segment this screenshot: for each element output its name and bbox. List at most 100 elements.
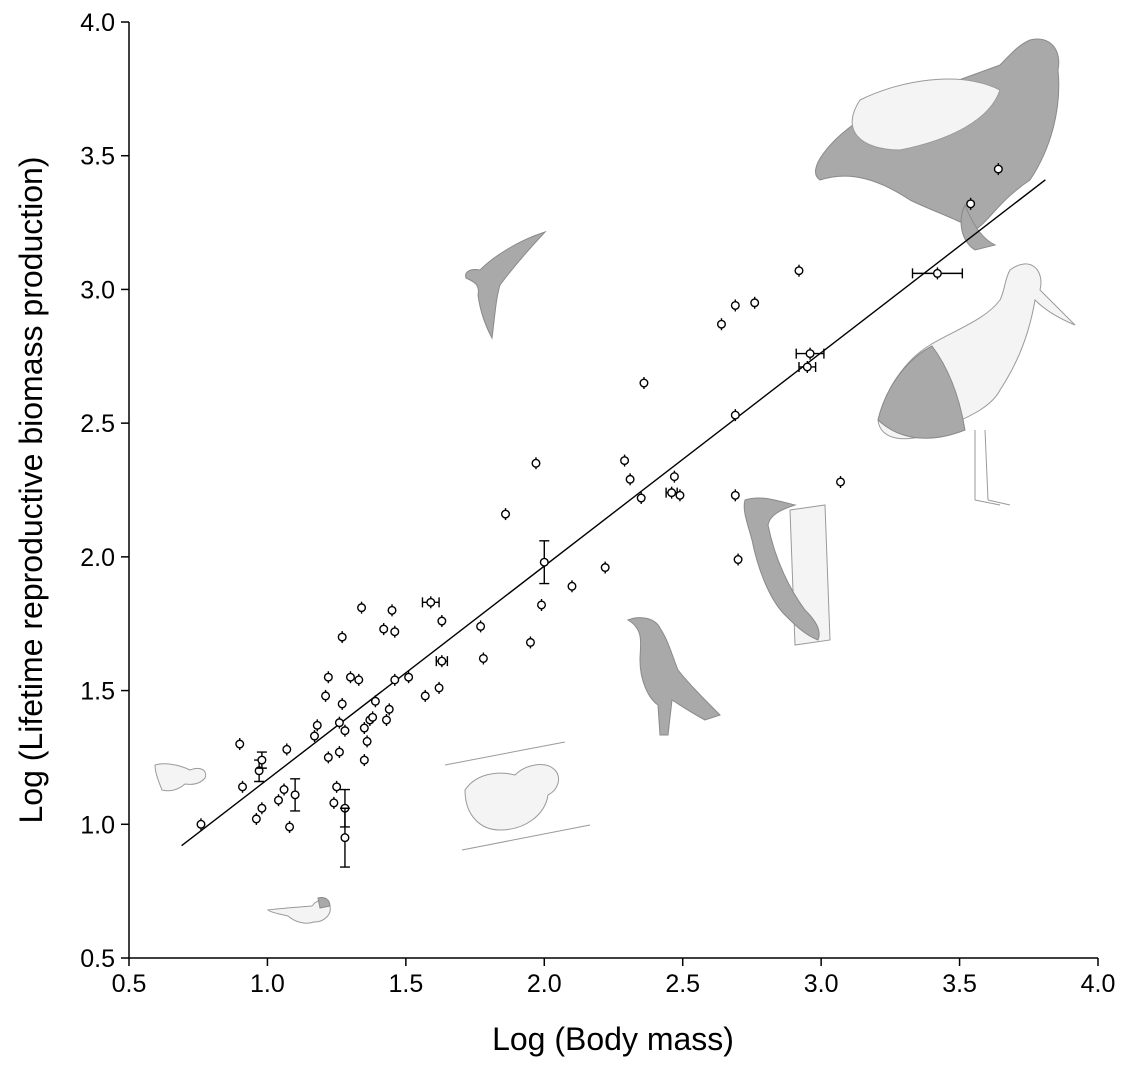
point-marker xyxy=(290,790,300,800)
data-point xyxy=(337,697,347,710)
data-point xyxy=(476,620,486,633)
point-marker xyxy=(337,699,347,709)
point-marker xyxy=(368,712,378,722)
x-tick-label: 1.0 xyxy=(250,970,285,998)
point-marker xyxy=(476,621,486,631)
axes xyxy=(128,22,1098,959)
point-marker xyxy=(254,766,264,776)
bird-illustrations xyxy=(154,38,1076,924)
y-tick-label: 2.5 xyxy=(80,410,115,438)
point-marker xyxy=(323,752,333,762)
point-marker xyxy=(309,731,319,741)
point-marker xyxy=(384,704,394,714)
point-marker xyxy=(312,720,322,730)
point-marker xyxy=(379,624,389,634)
data-point xyxy=(525,636,535,649)
x-ticks: 0.5 1.0 1.5 2.0 2.5 3.0 3.5 4.0 xyxy=(112,958,1115,998)
data-point xyxy=(368,711,378,724)
data-point xyxy=(730,409,740,422)
data-point xyxy=(620,454,630,467)
data-point xyxy=(379,623,389,636)
y-axis-title: Log (Lifetime reproductive biomass produ… xyxy=(13,157,49,824)
point-marker xyxy=(340,833,350,843)
point-marker xyxy=(730,490,740,500)
point-marker xyxy=(620,456,630,466)
point-marker xyxy=(537,600,547,610)
data-point xyxy=(357,601,367,614)
point-marker xyxy=(501,509,511,519)
y-tick-label: 3.5 xyxy=(80,143,115,171)
point-marker xyxy=(600,563,610,573)
data-point xyxy=(390,673,400,686)
point-marker xyxy=(531,458,541,468)
crow-icon xyxy=(626,617,721,736)
point-marker xyxy=(274,795,284,805)
point-marker xyxy=(420,691,430,701)
data-point xyxy=(290,778,301,812)
x-tick-label: 1.5 xyxy=(388,970,423,998)
data-point xyxy=(362,735,372,748)
point-marker xyxy=(390,627,400,637)
point-marker xyxy=(404,672,414,682)
point-marker xyxy=(359,755,369,765)
point-marker xyxy=(932,268,942,278)
data-point xyxy=(339,807,350,868)
data-point xyxy=(730,299,740,312)
point-marker xyxy=(362,736,372,746)
data-point xyxy=(312,719,322,732)
data-point xyxy=(279,783,289,796)
point-marker xyxy=(966,199,976,209)
data-point xyxy=(675,489,685,502)
point-marker xyxy=(354,675,364,685)
data-point xyxy=(340,724,350,737)
point-marker xyxy=(332,782,342,792)
data-point xyxy=(359,754,369,767)
data-point xyxy=(332,780,342,793)
point-marker xyxy=(636,493,646,503)
data-point xyxy=(730,489,740,502)
point-marker xyxy=(437,616,447,626)
tit-icon xyxy=(266,897,331,924)
point-marker xyxy=(993,164,1003,174)
data-point xyxy=(235,738,245,751)
x-tick-label: 3.5 xyxy=(942,970,977,998)
data-point xyxy=(285,820,295,833)
data-point xyxy=(794,264,804,277)
point-marker xyxy=(257,755,267,765)
data-point xyxy=(437,615,447,628)
point-marker xyxy=(323,672,333,682)
point-marker xyxy=(345,672,355,682)
data-point xyxy=(434,681,444,694)
point-marker xyxy=(750,298,760,308)
data-point xyxy=(334,716,344,729)
x-tick-label: 2.5 xyxy=(665,970,700,998)
data-point xyxy=(334,746,344,759)
point-marker xyxy=(625,474,635,484)
data-point xyxy=(539,540,550,585)
data-point xyxy=(387,604,397,617)
point-marker xyxy=(279,785,289,795)
y-tick-label: 1.0 xyxy=(80,811,115,839)
data-point xyxy=(321,689,331,702)
point-marker xyxy=(567,581,577,591)
point-marker xyxy=(334,718,344,728)
data-point xyxy=(282,743,292,756)
data-point xyxy=(966,197,976,210)
data-point xyxy=(733,553,743,566)
point-marker xyxy=(669,472,679,482)
point-marker xyxy=(329,798,339,808)
point-marker xyxy=(426,597,436,607)
data-point xyxy=(531,457,541,470)
data-point xyxy=(384,703,394,716)
swift-icon xyxy=(465,230,547,340)
data-point xyxy=(381,713,391,726)
data-point xyxy=(370,695,380,708)
point-marker xyxy=(730,410,740,420)
data-point xyxy=(256,751,267,769)
data-point xyxy=(501,508,511,521)
x-axis-title: Log (Body mass) xyxy=(492,1021,734,1057)
data-point xyxy=(238,780,248,793)
point-marker xyxy=(235,739,245,749)
x-tick-label: 0.5 xyxy=(112,970,147,998)
